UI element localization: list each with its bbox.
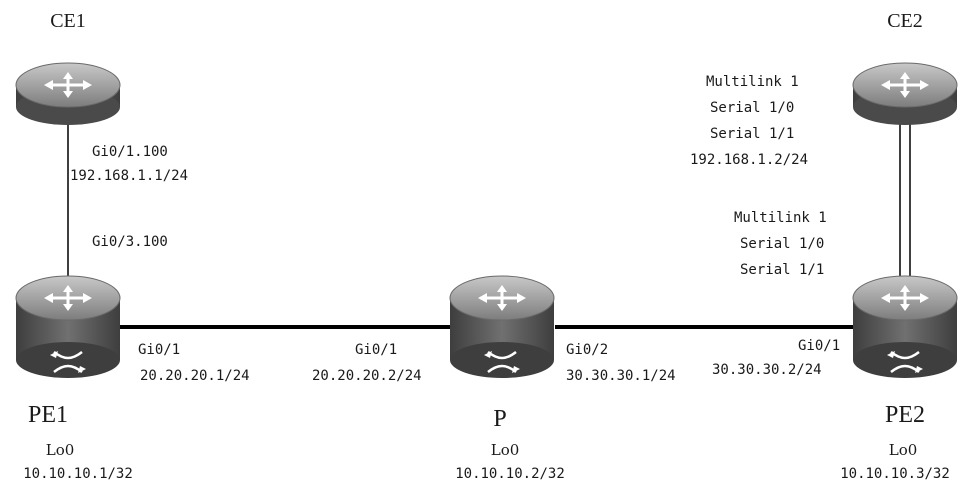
p-gi2-ip: 30.30.30.1/24 bbox=[566, 368, 676, 384]
pe2-gi-interface: Gi0/1 bbox=[798, 338, 841, 354]
device-name-pe2: PE2 bbox=[884, 402, 926, 428]
pe1-subinterface: Gi0/3.100 bbox=[92, 234, 168, 250]
pe2-loopback-label: Lo0 bbox=[888, 441, 918, 459]
router-ce2-icon[interactable] bbox=[852, 62, 958, 125]
pe1-loopback-ip: 10.10.10.1/32 bbox=[23, 466, 133, 482]
pe1-gi-interface: Gi0/1 bbox=[138, 342, 181, 358]
pe1-loopback-label: Lo0 bbox=[45, 441, 75, 459]
ce2-serial-1-0: Serial 1/0 bbox=[710, 100, 795, 116]
p-gi1-interface: Gi0/1 bbox=[355, 342, 398, 358]
router-p-icon[interactable] bbox=[449, 275, 555, 378]
p-gi2-interface: Gi0/2 bbox=[566, 342, 609, 358]
pe2-serial-1-0: Serial 1/0 bbox=[740, 236, 825, 252]
ce2-multilink: Multilink 1 bbox=[706, 74, 799, 90]
router-pe2-icon[interactable] bbox=[852, 275, 958, 378]
pe2-multilink: Multilink 1 bbox=[734, 210, 827, 226]
device-name-ce2: CE2 bbox=[887, 10, 923, 32]
device-name-pe1: PE1 bbox=[27, 402, 69, 428]
p-loopback-label: Lo0 bbox=[490, 441, 520, 459]
pe2-gi-ip: 30.30.30.2/24 bbox=[712, 362, 822, 378]
p-loopback-ip: 10.10.10.2/32 bbox=[455, 466, 565, 482]
p-gi1-ip: 20.20.20.2/24 bbox=[312, 368, 422, 384]
ce1-ip: 192.168.1.1/24 bbox=[70, 168, 189, 184]
router-pe1-icon[interactable] bbox=[15, 275, 121, 378]
ce2-serial-1-1: Serial 1/1 bbox=[710, 126, 795, 142]
device-name-ce1: CE1 bbox=[50, 10, 86, 32]
ce1-interface: Gi0/1.100 bbox=[92, 144, 168, 160]
router-ce1-icon[interactable] bbox=[15, 62, 121, 125]
pe2-serial-1-1: Serial 1/1 bbox=[740, 262, 825, 278]
device-name-p: P bbox=[493, 406, 507, 432]
ce2-ip: 192.168.1.2/24 bbox=[690, 152, 809, 168]
pe1-gi-ip: 20.20.20.1/24 bbox=[140, 368, 250, 384]
pe2-loopback-ip: 10.10.10.3/32 bbox=[840, 466, 950, 482]
